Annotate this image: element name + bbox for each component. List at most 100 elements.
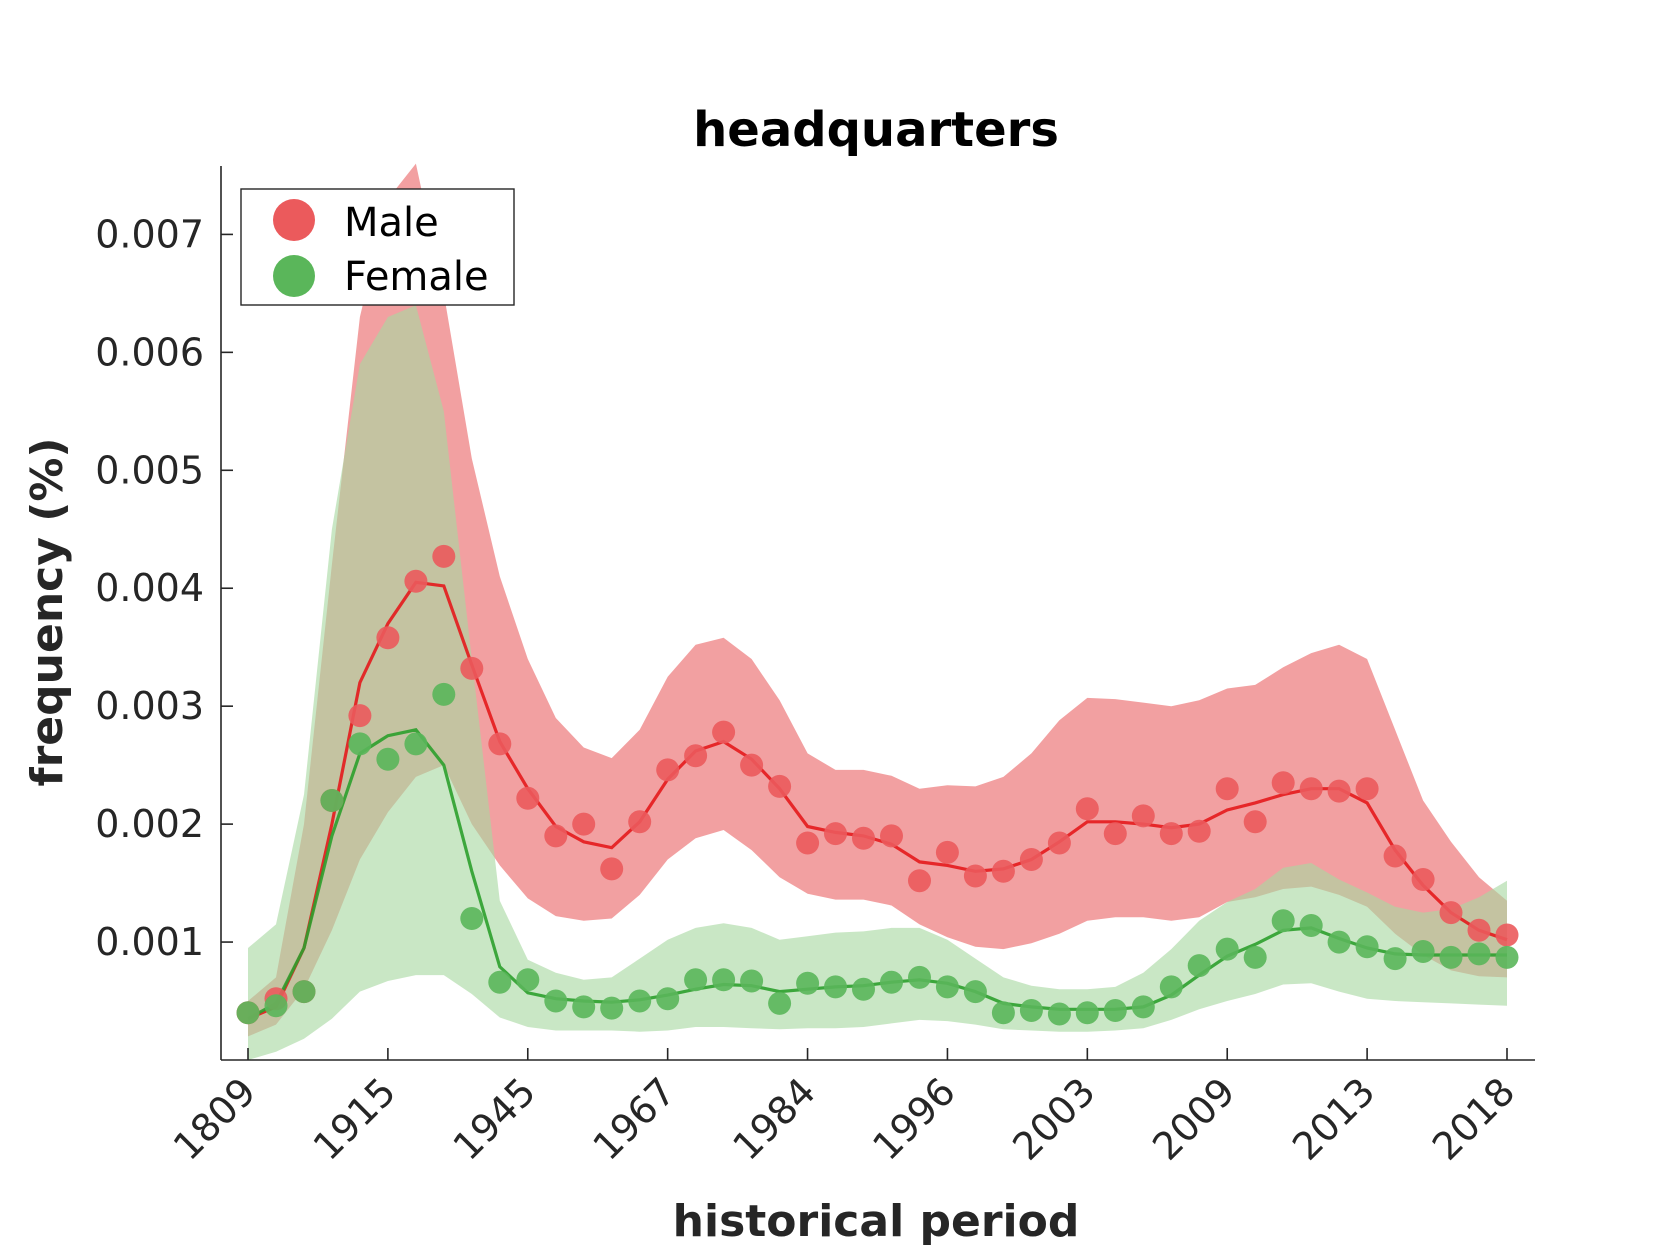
point-female xyxy=(908,965,931,989)
y-axis-label: frequency (%) xyxy=(22,437,73,786)
point-female xyxy=(1131,995,1155,1019)
point-male xyxy=(1383,844,1407,868)
point-male xyxy=(824,822,847,846)
chart-title: headquarters xyxy=(693,102,1059,158)
point-female xyxy=(600,996,624,1020)
point-male xyxy=(600,857,624,881)
point-male xyxy=(1019,848,1043,871)
point-female xyxy=(544,989,568,1013)
y-tick-label: 0.002 xyxy=(95,802,204,846)
y-tick-label: 0.007 xyxy=(95,212,204,256)
line-female xyxy=(247,728,1507,1021)
point-male xyxy=(1467,918,1491,942)
point-male xyxy=(852,826,875,850)
point-male xyxy=(1355,777,1379,801)
line-male xyxy=(247,580,1508,1021)
point-male xyxy=(1103,822,1127,846)
point-female xyxy=(236,1001,260,1025)
point-male xyxy=(935,840,959,864)
point-female xyxy=(1299,914,1323,937)
point-female xyxy=(1383,947,1407,971)
point-female xyxy=(1075,1001,1099,1025)
point-female xyxy=(1103,999,1127,1022)
y-tick-label: 0.006 xyxy=(95,330,204,374)
legend-label-male: Male xyxy=(344,200,439,246)
point-female xyxy=(1243,945,1267,969)
point-male xyxy=(1271,771,1295,795)
data-points xyxy=(236,544,1519,1026)
point-female xyxy=(712,968,736,992)
point-female xyxy=(1355,935,1379,959)
point-male xyxy=(684,744,708,768)
x-axis-label: historical period xyxy=(673,1196,1080,1247)
point-female xyxy=(320,789,344,812)
point-male xyxy=(740,753,764,777)
point-male xyxy=(1243,810,1267,834)
point-male xyxy=(963,864,987,888)
point-female xyxy=(348,732,372,756)
y-tick-label: 0.001 xyxy=(95,920,204,964)
point-female xyxy=(376,747,400,771)
point-female xyxy=(460,907,484,930)
point-male xyxy=(1411,868,1435,891)
point-female xyxy=(824,975,847,999)
point-female xyxy=(740,969,764,993)
point-male xyxy=(1439,901,1463,925)
point-female xyxy=(1215,937,1239,961)
legend-marker-female xyxy=(273,255,315,297)
point-female xyxy=(1019,999,1043,1022)
point-female xyxy=(768,991,792,1015)
point-female xyxy=(963,980,987,1004)
point-female xyxy=(1467,942,1491,966)
point-male xyxy=(656,758,680,782)
point-female xyxy=(1187,954,1211,978)
point-female xyxy=(684,968,708,992)
point-female xyxy=(852,977,875,1001)
plot-area xyxy=(236,163,1519,1060)
point-female xyxy=(935,975,959,999)
point-female xyxy=(1411,940,1435,963)
y-tick-label: 0.005 xyxy=(95,448,204,492)
legend: Male Female xyxy=(240,188,515,306)
point-male xyxy=(991,859,1015,883)
point-male xyxy=(544,824,568,848)
legend-marker-male xyxy=(273,199,315,241)
point-female xyxy=(1439,945,1463,969)
point-male xyxy=(488,732,512,756)
point-male xyxy=(1075,797,1099,821)
point-female xyxy=(628,989,652,1013)
point-male xyxy=(460,656,484,680)
point-male xyxy=(432,544,456,568)
point-male xyxy=(376,626,400,650)
point-female xyxy=(432,682,456,706)
point-male xyxy=(768,774,792,798)
point-female xyxy=(880,970,903,994)
point-male xyxy=(628,810,652,834)
point-male xyxy=(908,869,931,893)
point-female xyxy=(572,995,596,1019)
point-male xyxy=(1299,777,1323,801)
point-female xyxy=(1159,975,1183,999)
point-male xyxy=(1047,831,1071,855)
band-male xyxy=(248,163,1507,1037)
point-female xyxy=(656,987,680,1011)
point-male xyxy=(1215,777,1239,801)
smooth-lines xyxy=(247,580,1508,1021)
point-male xyxy=(572,812,596,836)
point-male xyxy=(796,831,820,855)
confidence-bands xyxy=(248,163,1507,1060)
point-male xyxy=(1159,822,1183,846)
point-male xyxy=(1495,923,1519,947)
point-male xyxy=(712,720,736,744)
y-ticks: 0.001 0.002 0.003 0.004 0.005 0.006 0.007 xyxy=(95,212,233,964)
point-male xyxy=(1187,819,1211,843)
y-tick-label: 0.004 xyxy=(95,566,204,610)
point-male xyxy=(348,704,372,728)
point-female xyxy=(1327,930,1351,954)
band-female xyxy=(248,305,1507,1060)
legend-label-female: Female xyxy=(344,254,489,300)
point-male xyxy=(1131,804,1155,828)
point-female xyxy=(264,994,288,1018)
point-female xyxy=(1047,1002,1071,1026)
